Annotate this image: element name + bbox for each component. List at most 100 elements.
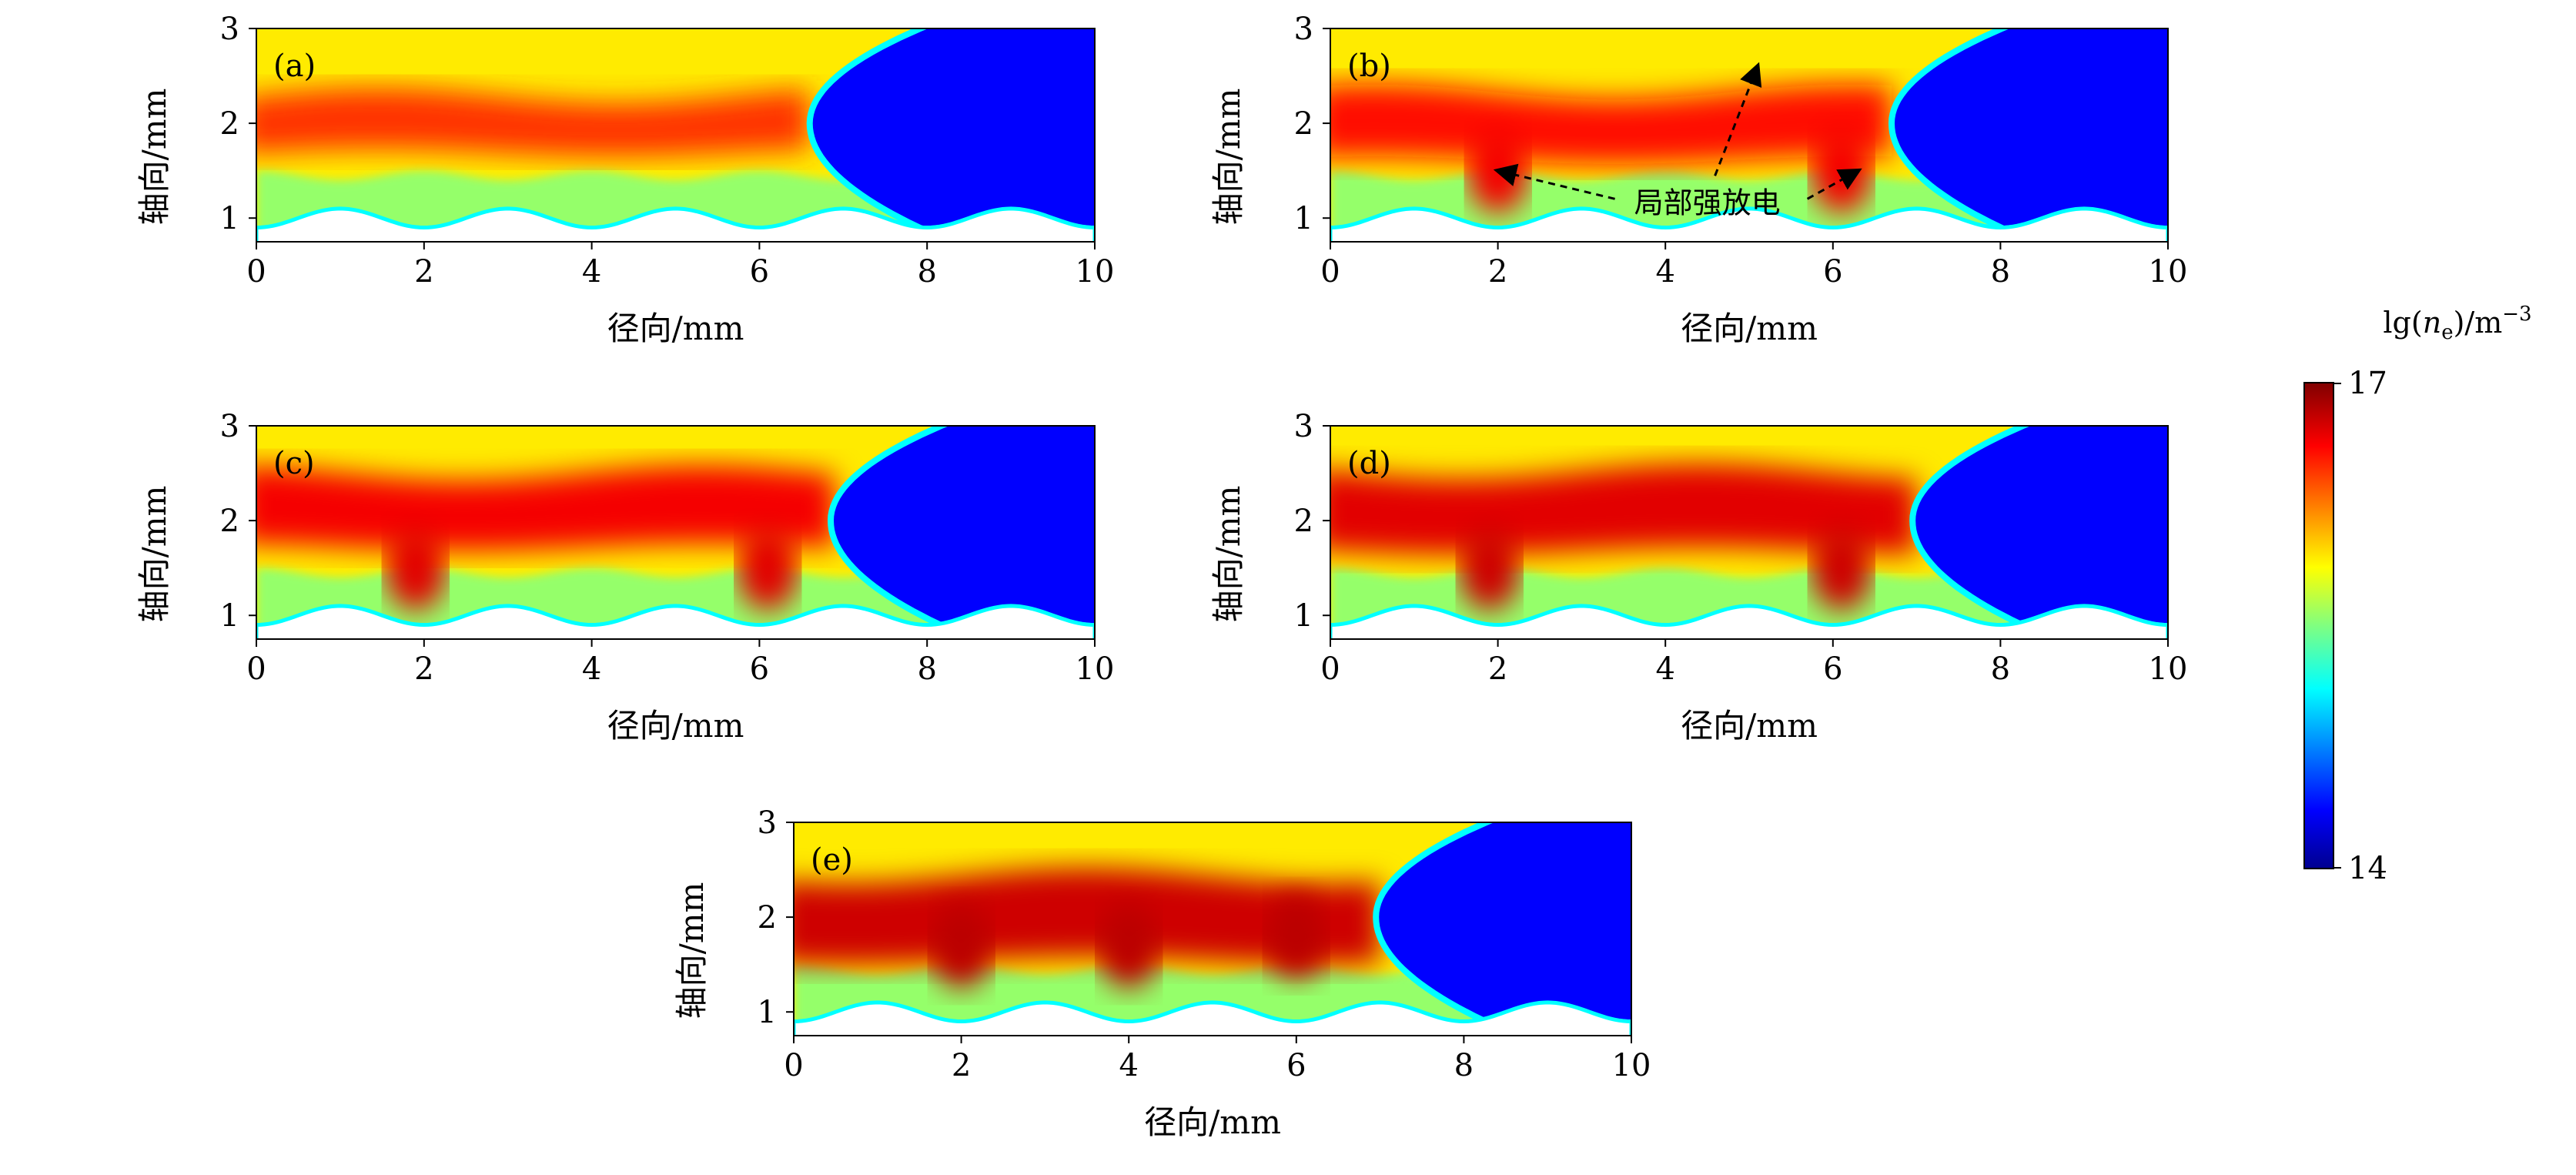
discharge-core bbox=[256, 465, 835, 551]
x-tick-label: 10 bbox=[1076, 254, 1115, 290]
hotspot bbox=[1458, 525, 1521, 611]
heatmap-field bbox=[256, 426, 1095, 639]
hotspot bbox=[1467, 128, 1529, 213]
panel-label: (c) bbox=[273, 446, 315, 481]
x-tick-label: 4 bbox=[1655, 254, 1674, 290]
x-tick-label: 0 bbox=[246, 651, 266, 687]
electrode-surface bbox=[1330, 604, 2168, 639]
x-tick-label: 8 bbox=[917, 254, 936, 290]
colorbar: lg(ne)/m−3 17 14 bbox=[2303, 303, 2532, 886]
panel-label: (b) bbox=[1347, 49, 1391, 84]
x-tick-label: 0 bbox=[1320, 254, 1340, 290]
x-tick-label: 2 bbox=[952, 1048, 971, 1083]
x-tick-label: 4 bbox=[582, 651, 601, 687]
y-tick-label: 1 bbox=[220, 598, 239, 634]
x-tick-label: 8 bbox=[1454, 1048, 1474, 1083]
hotspot bbox=[1265, 893, 1327, 979]
panel-label: (e) bbox=[811, 842, 853, 878]
electrode-surface bbox=[256, 604, 1095, 639]
x-tick-label: 4 bbox=[582, 254, 601, 290]
panel-label: (a) bbox=[273, 49, 316, 84]
x-tick-label: 2 bbox=[414, 254, 433, 290]
x-tick-label: 0 bbox=[784, 1048, 803, 1083]
hotspot bbox=[1810, 128, 1872, 213]
y-tick-label: 1 bbox=[220, 201, 239, 236]
annotation-local-strong-discharge: 局部强放电 bbox=[1493, 62, 1862, 219]
y-tick-label: 2 bbox=[758, 900, 777, 936]
y-tick-label: 2 bbox=[1294, 106, 1313, 142]
x-axis-label: 径向/mm bbox=[607, 310, 744, 347]
annotation-label: 局部强放电 bbox=[1634, 186, 1781, 219]
heatmap-field bbox=[256, 28, 1095, 242]
x-tick-label: 4 bbox=[1655, 651, 1674, 687]
y-tick-label: 3 bbox=[1294, 409, 1313, 444]
x-tick-label: 10 bbox=[2149, 651, 2188, 687]
y-axis-label: 轴向/mm bbox=[1209, 89, 1247, 226]
y-axis-label: 轴向/mm bbox=[135, 89, 173, 226]
discharge-core bbox=[1330, 84, 1892, 164]
hotspot bbox=[737, 525, 799, 611]
y-axis-label: 轴向/mm bbox=[1209, 486, 1247, 623]
x-tick-label: 8 bbox=[1991, 254, 2010, 290]
ionization-front bbox=[1888, 28, 2168, 242]
hotspot bbox=[930, 903, 992, 989]
hotspot bbox=[1098, 903, 1160, 989]
y-tick-label: 2 bbox=[1294, 504, 1313, 539]
heatmap-field bbox=[794, 822, 1631, 1036]
y-tick-label: 3 bbox=[220, 12, 239, 47]
x-tick-label: 0 bbox=[246, 254, 266, 290]
x-tick-label: 2 bbox=[414, 651, 433, 687]
x-tick-label: 6 bbox=[1286, 1048, 1306, 1083]
electrode-surface bbox=[794, 1000, 1631, 1036]
y-tick-label: 1 bbox=[1294, 598, 1313, 634]
colorbar-min-label: 14 bbox=[2348, 851, 2387, 886]
colorbar-title: lg(ne)/m−3 bbox=[2383, 303, 2531, 344]
x-tick-label: 2 bbox=[1488, 651, 1507, 687]
y-tick-label: 2 bbox=[220, 106, 239, 142]
y-tick-label: 1 bbox=[758, 995, 777, 1030]
axes-frame bbox=[256, 28, 1096, 243]
x-tick-label: 6 bbox=[1823, 651, 1842, 687]
x-tick-label: 10 bbox=[1612, 1048, 1651, 1083]
ionization-front bbox=[1373, 822, 1631, 1036]
x-tick-label: 8 bbox=[1991, 651, 2010, 687]
y-tick-label: 2 bbox=[220, 504, 239, 539]
axes-frame bbox=[256, 425, 1096, 640]
axes-frame bbox=[793, 822, 1632, 1036]
y-tick-label: 3 bbox=[1294, 12, 1313, 47]
annotation-arrow bbox=[1493, 163, 1615, 200]
ionization-front bbox=[1909, 426, 2168, 639]
x-tick-label: 10 bbox=[1076, 651, 1115, 687]
x-tick-label: 0 bbox=[1320, 651, 1340, 687]
y-tick-label: 3 bbox=[220, 409, 239, 444]
x-tick-label: 10 bbox=[2149, 254, 2188, 290]
x-tick-label: 8 bbox=[917, 651, 936, 687]
hotspot bbox=[1810, 525, 1872, 611]
hotspot bbox=[384, 525, 447, 611]
y-axis-label: 轴向/mm bbox=[673, 882, 711, 1019]
y-axis-label: 轴向/mm bbox=[135, 486, 173, 623]
panel-label: (d) bbox=[1347, 446, 1391, 481]
x-axis-label: 径向/mm bbox=[1681, 310, 1818, 347]
ionization-front bbox=[806, 28, 1095, 242]
heatmap-field bbox=[1330, 426, 2168, 639]
y-tick-label: 1 bbox=[1294, 201, 1313, 236]
ionization-front bbox=[827, 426, 1095, 639]
y-tick-label: 3 bbox=[758, 805, 777, 841]
x-tick-label: 6 bbox=[750, 254, 769, 290]
x-tick-label: 2 bbox=[1488, 254, 1507, 290]
annotation-arrow bbox=[1806, 168, 1862, 200]
heatmap-field bbox=[1330, 28, 2168, 242]
x-axis-label: 径向/mm bbox=[1144, 1103, 1281, 1141]
colorbar-max-label: 17 bbox=[2348, 366, 2387, 401]
colorbar-gradient bbox=[2303, 382, 2334, 869]
x-axis-label: 径向/mm bbox=[1681, 707, 1818, 745]
x-axis-label: 径向/mm bbox=[607, 707, 744, 745]
x-tick-label: 6 bbox=[1823, 254, 1842, 290]
axes-frame bbox=[1330, 28, 2169, 243]
